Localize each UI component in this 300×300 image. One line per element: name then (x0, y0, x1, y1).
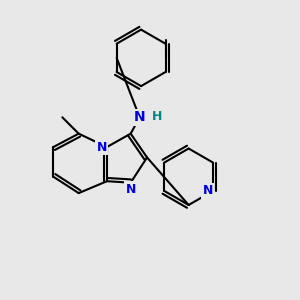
Text: N: N (134, 110, 146, 124)
Text: H: H (152, 110, 163, 123)
Text: N: N (97, 140, 107, 154)
Text: N: N (203, 184, 213, 197)
Text: N: N (125, 183, 136, 196)
